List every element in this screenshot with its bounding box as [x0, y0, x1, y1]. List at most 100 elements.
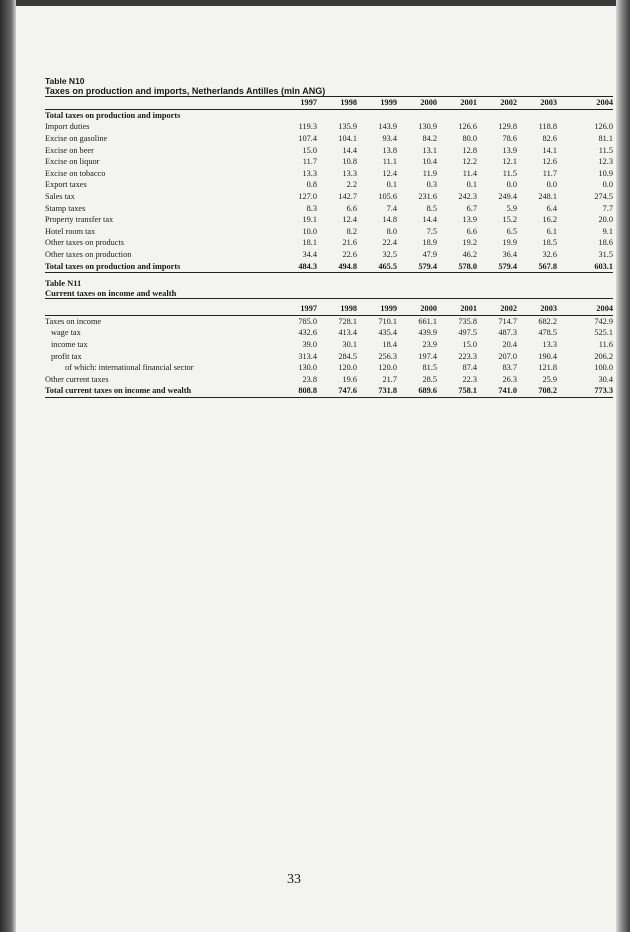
cell-value: 231.6	[418, 192, 437, 202]
cell-value: 12.1	[502, 157, 517, 167]
scan-edge-top	[0, 0, 630, 6]
table-row: Other taxes on products 18.1 21.6 22.4 18.9 1…	[45, 237, 613, 249]
cell-value: 18.1	[302, 238, 317, 248]
cell-value: 18.4	[382, 340, 397, 350]
cell-value: 7.4	[386, 203, 397, 213]
table-row: Export taxes 0.8 2.2 0.1 0.3 0.1 0.0 0.0 0.0	[45, 179, 613, 191]
cell-value: 119.3	[298, 122, 317, 132]
cell-value: 129.8	[498, 122, 517, 132]
cell-value: 80.0	[462, 134, 477, 144]
cell-value: 127.0	[298, 192, 317, 202]
section-heading: Total taxes on production and imports	[45, 110, 181, 120]
cell-value: 12.4	[342, 215, 357, 225]
cell-value: 100.0	[594, 363, 613, 373]
table-row: income tax 39.0 30.1 18.4 23.9 15.0 20.4 13.3 11…	[45, 339, 613, 351]
cell-value: 567.8	[517, 260, 557, 273]
cell-value: 274.5	[594, 192, 613, 202]
cell-value: 435.4	[378, 328, 397, 338]
table-row: of which: international financial sector…	[45, 362, 613, 374]
row-label: Total current taxes on income and wealth	[45, 385, 277, 398]
cell-value: 8.3	[306, 203, 317, 213]
cell-value: 785.0	[298, 316, 317, 326]
cell-value: 413.4	[338, 328, 357, 338]
cell-value: 11.9	[422, 168, 437, 178]
cell-value: 11.6	[598, 340, 613, 350]
cell-value: 126.6	[458, 122, 477, 132]
cell-value: 6.6	[346, 203, 357, 213]
cell-value: 661.1	[418, 316, 437, 326]
table-row: Other taxes on production 34.4 22.6 32.5 47.…	[45, 249, 613, 261]
table-row: profit tax 313.4 284.5 256.3 197.4 223.3 207.0…	[45, 350, 613, 362]
cell-value: 11.5	[598, 145, 613, 155]
cell-value: 6.6	[466, 226, 477, 236]
header-row: 1997 1998 1999 2000 2001 2002 2003 2004	[45, 303, 613, 316]
row-label: Excise on gasoline	[45, 134, 108, 144]
cell-value: 439.9	[418, 328, 437, 338]
cell-value: 20.0	[598, 215, 613, 225]
cell-value: 708.2	[517, 385, 557, 398]
cell-value: 603.1	[557, 260, 613, 273]
cell-value: 747.6	[317, 385, 357, 398]
table-title: Current taxes on income and wealth	[45, 288, 613, 299]
row-label: profit tax	[51, 351, 82, 361]
table-n10: 1997 1998 1999 2000 2001 2002 2003 2004 Total t…	[45, 97, 613, 273]
cell-value: 742.9	[594, 316, 613, 326]
cell-value: 710.1	[378, 316, 397, 326]
cell-value: 46.2	[462, 250, 477, 260]
table-number: Table N10	[45, 76, 85, 86]
cell-value: 28.5	[422, 374, 437, 384]
cell-value: 15.0	[302, 145, 317, 155]
cell-value: 39.0	[302, 340, 317, 350]
cell-value: 13.9	[502, 145, 517, 155]
cell-value: 23.9	[422, 340, 437, 350]
table-row: Taxes on income 785.0 728.1 710.1 661.1 735.8…	[45, 315, 613, 327]
row-label: Total taxes on production and imports	[45, 260, 277, 273]
page-number: 33	[287, 872, 301, 887]
cell-value: 18.6	[598, 238, 613, 248]
cell-value: 84.2	[422, 134, 437, 144]
cell-value: 23.8	[302, 374, 317, 384]
cell-value: 18.5	[542, 238, 557, 248]
table-title: Taxes on production and imports, Netherl…	[45, 86, 613, 97]
cell-value: 11.5	[502, 168, 517, 178]
cell-value: 714.7	[498, 316, 517, 326]
year-header: 1999	[357, 303, 397, 316]
cell-value: 494.8	[317, 260, 357, 273]
row-label: Excise on tobacco	[45, 168, 106, 178]
table-row: Excise on gasoline 107.4 104.1 93.4 84.2 80.0…	[45, 133, 613, 145]
cell-value: 78.6	[502, 134, 517, 144]
cell-value: 432.6	[298, 328, 317, 338]
cell-value: 497.5	[458, 328, 477, 338]
cell-value: 12.3	[598, 157, 613, 167]
cell-value: 465.5	[357, 260, 397, 273]
cell-value: 21.7	[382, 374, 397, 384]
cell-value: 15.0	[462, 340, 477, 350]
table-n11: 1997 1998 1999 2000 2001 2002 2003 2004 Taxes o…	[45, 303, 613, 398]
cell-value: 206.2	[594, 351, 613, 361]
cell-value: 7.7	[602, 203, 613, 213]
cell-value: 22.4	[382, 238, 397, 248]
cell-value: 207.0	[498, 351, 517, 361]
cell-value: 525.1	[594, 328, 613, 338]
table-row: Excise on beer 15.0 14.4 13.8 13.1 12.8 13.9 14…	[45, 144, 613, 156]
cell-value: 14.4	[422, 215, 437, 225]
year-header: 1998	[317, 303, 357, 316]
cell-value: 13.1	[422, 145, 437, 155]
cell-value: 12.4	[382, 168, 397, 178]
scan-edge-right	[616, 0, 630, 932]
cell-value: 14.4	[342, 145, 357, 155]
year-header: 2001	[437, 97, 477, 110]
table-row: Import duties 119.3 135.9 143.9 130.9 126.6 12…	[45, 121, 613, 133]
cell-value: 313.4	[298, 351, 317, 361]
cell-value: 12.2	[462, 157, 477, 167]
cell-value: 682.2	[538, 316, 557, 326]
cell-value: 81.1	[598, 134, 613, 144]
year-header: 2002	[477, 303, 517, 316]
row-label: Excise on beer	[45, 145, 94, 155]
cell-value: 32.6	[542, 250, 557, 260]
cell-value: 249.4	[498, 192, 517, 202]
year-header: 2003	[517, 97, 557, 110]
cell-value: 22.6	[342, 250, 357, 260]
cell-value: 26.3	[502, 374, 517, 384]
row-label: Property transfer tax	[45, 215, 114, 225]
